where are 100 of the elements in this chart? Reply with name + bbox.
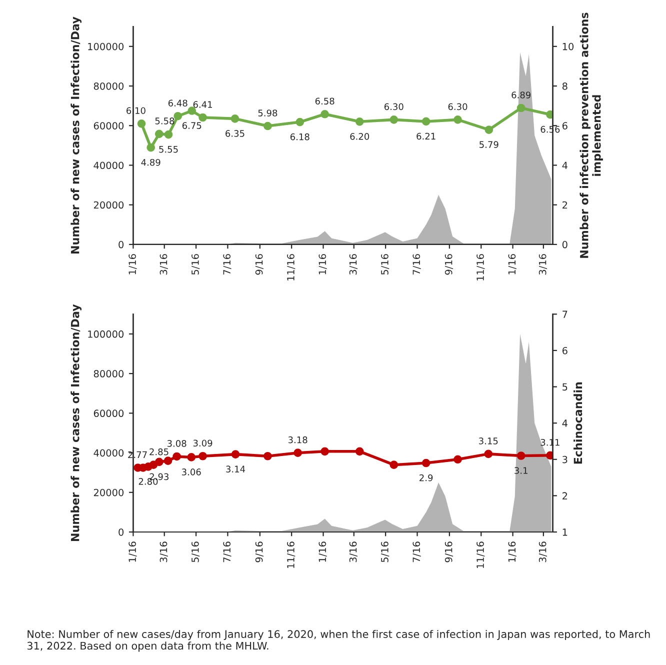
point xyxy=(454,116,462,124)
data-label: 6.48 xyxy=(168,100,188,107)
y2-tick-label: 7 xyxy=(562,310,568,318)
y2-tick-label: 6 xyxy=(562,346,568,354)
x-tick-label: 11/16 xyxy=(287,254,296,280)
data-label: 6.75 xyxy=(182,122,202,129)
point xyxy=(164,130,173,139)
point xyxy=(187,453,196,462)
x-tick-label: 9/16 xyxy=(255,254,264,275)
point xyxy=(296,118,304,126)
data-label: 4.89 xyxy=(141,158,160,166)
point xyxy=(390,116,398,124)
y-tick-label: 20000 xyxy=(94,201,124,209)
x-tick-label: 1/16 xyxy=(128,254,137,274)
y-tick-label: 60000 xyxy=(94,410,124,418)
data-label: 6.20 xyxy=(350,133,370,140)
point xyxy=(390,460,398,469)
x-tick-label: 5/16 xyxy=(192,542,200,562)
y2-axis-title: Number of infection prevention actions implemented xyxy=(580,12,603,258)
x-tick-label: 11/16 xyxy=(476,542,485,568)
point xyxy=(294,448,302,458)
data-label: 2.85 xyxy=(150,448,168,456)
point xyxy=(422,117,430,126)
y2-tick-label: 3 xyxy=(562,456,568,464)
y-axis-title: Number of new cases of Infection/Day xyxy=(70,16,82,254)
x-tick-label: 7/16 xyxy=(412,254,421,275)
y2-tick-label: 4 xyxy=(562,162,568,169)
y2-tick-label: 2 xyxy=(562,492,568,500)
x-tick-label: 11/16 xyxy=(287,542,296,568)
point xyxy=(230,114,240,123)
data-label: 2.80 xyxy=(138,478,158,485)
y2-tick-label: 5 xyxy=(562,383,568,391)
y-tick-label: 0 xyxy=(118,240,124,248)
x-tick-label: 3/16 xyxy=(349,542,358,562)
y-tick-label: 40000 xyxy=(94,162,124,170)
x-tick-label: 9/16 xyxy=(444,254,454,275)
data-label: 5.98 xyxy=(258,110,278,116)
data-label: 5.58 xyxy=(155,118,174,124)
x-tick-label: 3/16 xyxy=(538,254,548,275)
y-tick-label: 100000 xyxy=(88,330,124,338)
point xyxy=(484,450,493,458)
data-label: 6.89 xyxy=(512,92,531,98)
point xyxy=(174,112,182,120)
data-label: 3.08 xyxy=(167,440,186,447)
point xyxy=(264,452,272,460)
point xyxy=(484,126,494,134)
y-axis-title: Number of new cases of Infection/Day xyxy=(70,304,82,542)
point xyxy=(188,106,196,115)
y-tick-label: 80000 xyxy=(94,370,124,378)
y2-tick-label: 10 xyxy=(562,42,574,50)
point xyxy=(320,447,329,456)
point xyxy=(146,143,156,152)
x-tick-label: 11/16 xyxy=(476,254,485,280)
data-label: 6.30 xyxy=(448,103,468,110)
x-tick-label: 9/16 xyxy=(255,542,264,562)
y-tick-label: 80000 xyxy=(94,82,124,90)
point xyxy=(264,122,272,130)
y2-tick-label: 4 xyxy=(562,420,568,427)
data-label: 3.14 xyxy=(226,466,246,472)
data-label: 5.55 xyxy=(159,146,178,153)
point xyxy=(454,455,462,464)
data-label: 3.18 xyxy=(288,436,308,444)
data-label: 6.21 xyxy=(416,132,436,140)
point xyxy=(231,450,240,458)
point xyxy=(516,452,526,460)
y2-tick-label: 6 xyxy=(562,122,568,130)
data-label: 3.1 xyxy=(514,467,528,474)
x-tick-label: 1/16 xyxy=(318,254,327,274)
data-label: 6.30 xyxy=(384,103,404,110)
point xyxy=(516,104,526,112)
data-label: 6.18 xyxy=(290,133,310,140)
y2-tick-label: 8 xyxy=(562,82,568,90)
y2-tick-label: 1 xyxy=(562,528,568,536)
x-tick-label: 5/16 xyxy=(381,542,390,562)
data-label: 3.09 xyxy=(193,440,212,447)
x-tick-label: 3/16 xyxy=(160,542,168,562)
point xyxy=(137,119,146,128)
data-label: 5.79 xyxy=(480,141,498,148)
x-tick-label: 5/16 xyxy=(192,254,200,275)
point xyxy=(355,447,364,456)
x-tick-label: 5/16 xyxy=(381,254,390,275)
point xyxy=(164,456,172,466)
y-tick-label: 40000 xyxy=(94,449,124,457)
y-tick-label: 100000 xyxy=(88,42,124,50)
x-tick-label: 3/16 xyxy=(538,542,548,562)
x-tick-label: 7/16 xyxy=(223,542,232,562)
x-tick-label: 1/16 xyxy=(508,542,516,562)
point xyxy=(172,452,181,461)
x-tick-label: 1/16 xyxy=(508,254,516,274)
point xyxy=(198,452,207,460)
y2-axis-title: Echinocandin xyxy=(574,382,582,464)
x-tick-label: 7/16 xyxy=(223,254,232,275)
x-tick-label: 7/16 xyxy=(412,542,421,562)
x-tick-label: 9/16 xyxy=(444,542,454,562)
text: Note: Number of new cases/day from January 16, 2020, when the first case of infection in Japan was reported, to March 31, 2022. Based on open data from the MHLW. xyxy=(27,630,650,652)
x-tick-label: 3/16 xyxy=(349,254,358,275)
y2-tick-label: 2 xyxy=(562,201,568,209)
data-label: 3.15 xyxy=(479,438,498,444)
data-label: 2.93 xyxy=(150,473,168,480)
data-label: 6.41 xyxy=(193,101,212,108)
